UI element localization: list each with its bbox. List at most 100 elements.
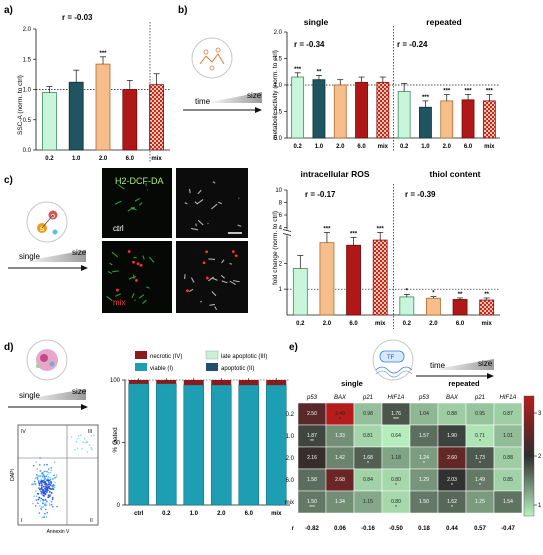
colorbar [524,396,534,516]
panel-d-xtick-label: ctrl [134,511,144,517]
panel-e-cell-value: 2.16 [307,455,317,461]
quadrant-iv: IV [21,429,26,435]
flow-event [49,488,51,490]
panel-c-bar [480,300,494,315]
panel-e-size-label: size [478,359,493,368]
flow-event [46,475,48,477]
panel-a-bar [96,64,110,150]
flow-event [90,447,92,449]
panel-c-bar [293,269,307,316]
panel-b-bar [441,101,453,138]
micrograph-particle [232,250,235,253]
panel-c-xtick-label: 0.2 [403,321,412,327]
flow-event [46,516,48,518]
micrograph-particle [235,254,238,257]
flow-cytometry-plot: IV III I II Annexin V DAPI [10,425,98,535]
panel-b-bar [483,101,495,138]
panel-c-sig: * [432,291,435,297]
flow-event [44,499,46,501]
panel-b-bar [419,107,431,138]
panel-d-xtick-label: 2.0 [217,511,226,517]
panel-a-bar [69,82,83,150]
flow-event [42,516,44,518]
flow-event [42,503,44,505]
flow-event [52,497,54,499]
flow-event [36,477,38,479]
panel-a-bar [123,90,137,151]
flow-event [37,478,39,480]
panel-e-r-repeated: 0.44 [446,526,458,532]
flow-event [49,483,51,485]
flow-event [44,478,46,480]
panel-e-cell-value: 1.01 [503,433,513,439]
micrograph-particle [135,279,138,282]
micrograph-particle [205,250,208,253]
panel-e-r-single: -0.50 [389,526,403,532]
flow-event [46,512,48,514]
flow-event [50,477,52,479]
panel-b-ylabel: metabolic activity (norm. to ctrl) [272,50,279,140]
flow-event [40,470,42,472]
panel-a-r-value: r = -0.03 [62,13,93,22]
panel-c-ytick-label: 8 [279,201,283,207]
flow-event [49,496,51,498]
panel-b-sig: *** [486,89,494,95]
panel-e-r-single: 0.06 [334,526,346,532]
flow-event [84,442,86,444]
panel-b-xtick-label: 6.0 [464,144,473,150]
panel-a-ytick-label: 0.5 [23,118,32,124]
panel-d-xtick-label: 1.0 [190,511,199,517]
panel-a-sig: *** [99,51,107,57]
flow-event [44,491,46,493]
flow-event [48,494,50,496]
micrograph-particle [116,289,119,292]
quadrant-i: I [21,518,22,524]
panel-d-legend: necrotic (IV) late apoptotic (III) viabl… [135,351,267,372]
flow-event [48,476,50,478]
panel-c-sig: ** [484,292,489,298]
flow-event [47,474,49,476]
flow-event [38,482,40,484]
panel-e-r-repeated: -0.47 [501,526,515,532]
micrograph-ctrl-gray [176,168,248,238]
panel-d-arrow-head [81,404,88,410]
flow-ylabel: DAPI [10,469,16,481]
panel-e-cell-value: 2.68 [335,477,345,483]
flow-event [51,485,53,487]
flow-event [40,491,42,493]
panel-a-bar [42,93,56,150]
flow-event [50,472,52,474]
flow-event [55,476,57,478]
panel-d-bar-viable [184,385,204,505]
flow-event [51,501,53,503]
colorbar-tick-label: 2 [538,454,542,460]
panel-a-xtick-label: 6.0 [126,156,135,162]
flow-event [42,499,44,501]
panel-b-time-label: time [195,97,211,106]
flow-event [41,485,43,487]
flow-event [39,505,41,507]
flow-event [46,501,48,503]
flow-event [51,504,53,506]
micrograph-grid: H2-DCF-DA ctrl mix [102,168,248,313]
flow-event [90,435,92,437]
flow-event [35,505,37,507]
transcription-factor-icon: TF [373,340,413,380]
panel-e-cell-value: 1.42 [335,455,345,461]
panel-e-cell-value: 2.60 [447,455,457,461]
flow-event [82,441,84,443]
panel-d-xtick-label: mix [271,511,282,517]
panel-c-bar [373,240,387,315]
colorbar-tick-label: 3 [538,411,542,417]
flow-event [35,461,37,463]
panel-c-ros-title: intracellular ROS [301,169,370,179]
panel-e-cell-value: 0.84 [363,477,373,483]
panel-d-ytick-label: 0 [117,503,121,509]
flow-event [52,489,54,491]
panel-e-single-title: single [341,379,363,388]
panel-e-cell-star: * [451,483,453,489]
panel-c-xtick-label: mix [482,321,493,327]
flow-event [43,474,45,476]
